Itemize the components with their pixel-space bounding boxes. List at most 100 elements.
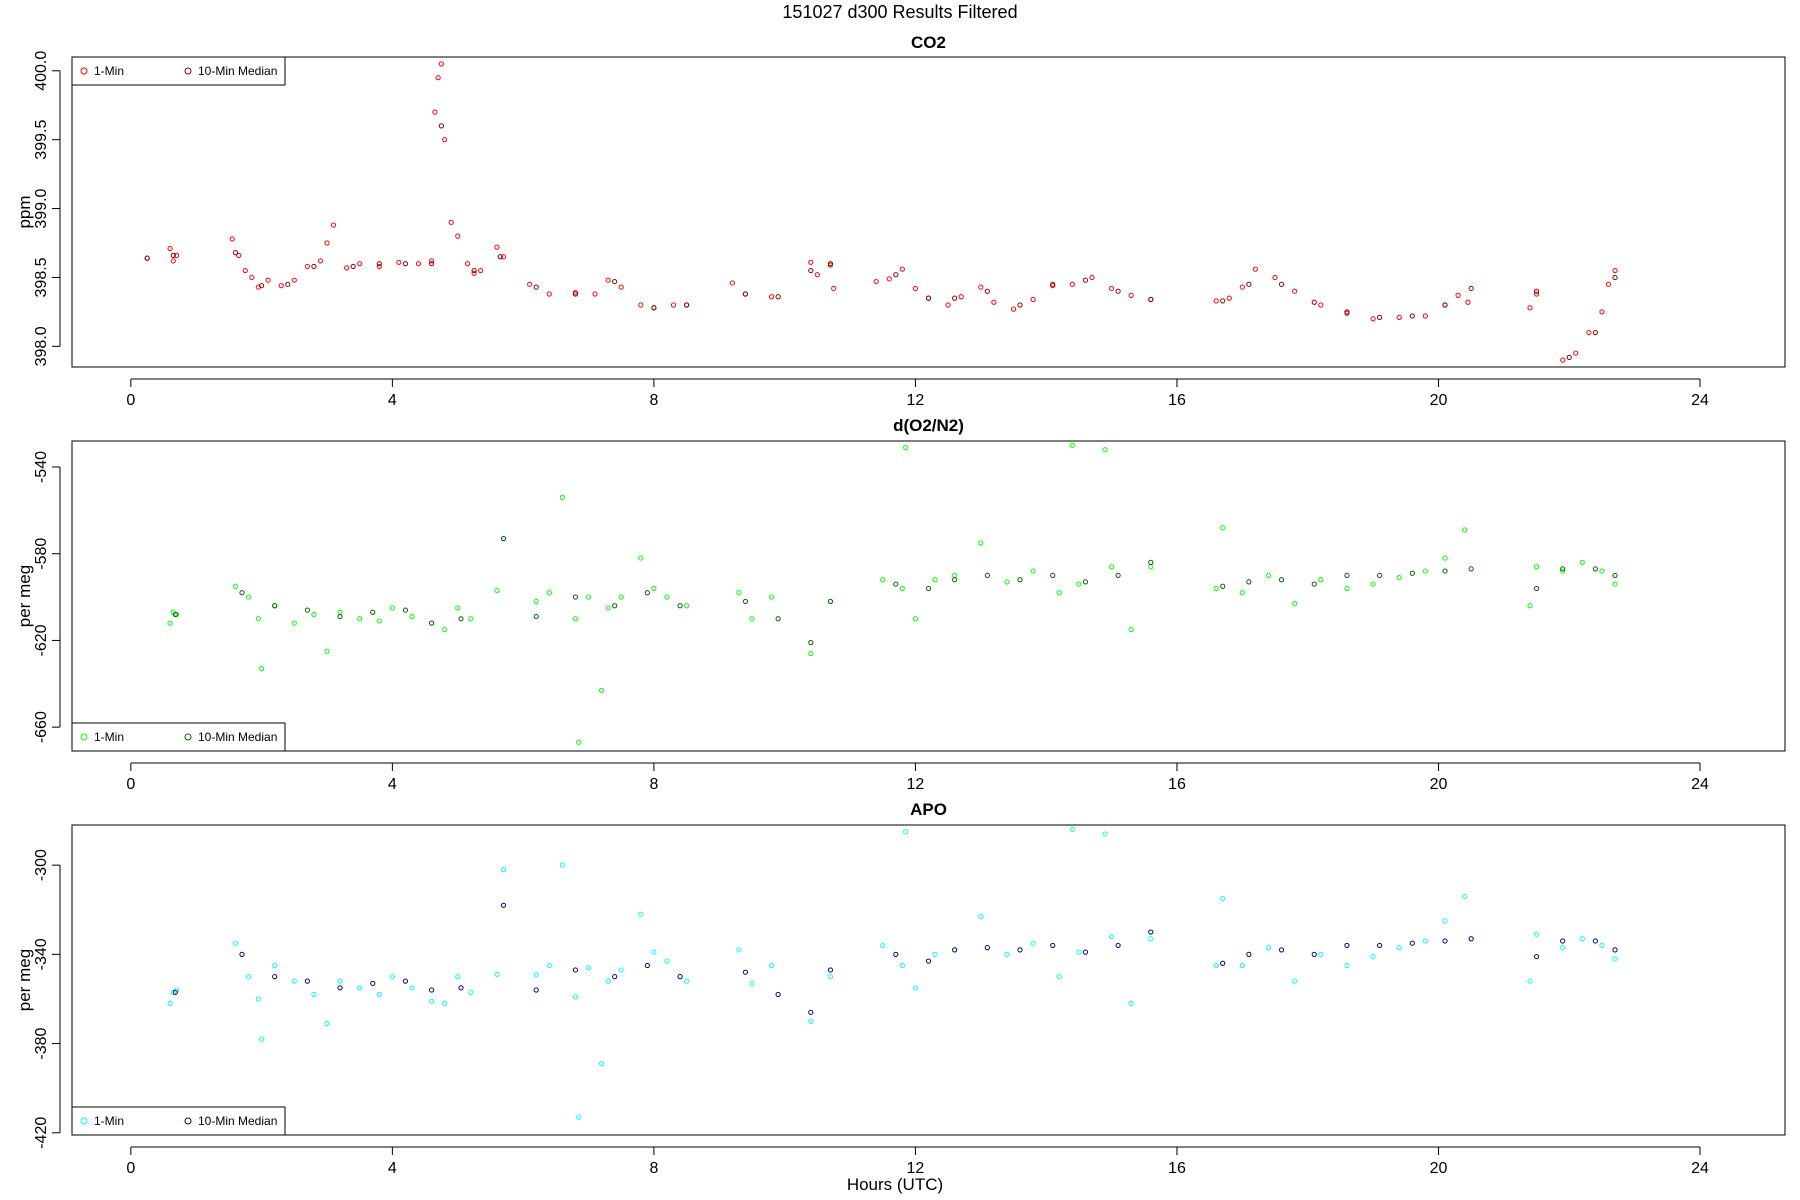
data-point <box>527 281 533 287</box>
data-point <box>958 294 964 300</box>
data-point <box>768 294 775 300</box>
data-point <box>1422 313 1429 319</box>
data-point <box>912 285 919 292</box>
data-point <box>255 616 261 622</box>
data-point <box>1278 947 1285 953</box>
data-point <box>984 572 990 579</box>
data-point <box>1442 938 1448 944</box>
data-point <box>585 965 592 971</box>
data-point <box>442 1000 448 1007</box>
data-point <box>455 974 461 980</box>
data-point <box>546 291 552 297</box>
data-point <box>1468 936 1474 942</box>
data-point <box>357 985 363 991</box>
y-tick-label: -540 <box>33 451 50 483</box>
data-point <box>471 267 477 274</box>
data-point <box>742 291 749 297</box>
data-point <box>768 594 775 600</box>
data-point <box>1527 978 1533 984</box>
data-point <box>458 985 464 991</box>
data-point <box>402 261 409 267</box>
data-point <box>1573 350 1579 356</box>
data-point <box>827 261 834 267</box>
data-point <box>952 947 958 953</box>
data-point <box>1102 831 1108 837</box>
data-point <box>775 294 781 300</box>
data-point <box>814 272 820 278</box>
data-point <box>576 1114 582 1120</box>
data-point <box>991 299 997 305</box>
data-point <box>1076 949 1082 955</box>
data-point <box>618 967 624 973</box>
data-point <box>533 987 539 993</box>
x-tick-label: 0 <box>126 776 135 793</box>
legend-marker <box>80 1117 88 1125</box>
data-point <box>1082 277 1089 283</box>
data-point <box>808 640 814 646</box>
data-point <box>376 618 382 624</box>
data-point <box>749 616 755 622</box>
data-point <box>1370 581 1376 587</box>
data-point <box>533 598 539 605</box>
data-point <box>232 250 239 256</box>
data-point <box>1533 953 1540 960</box>
data-point <box>304 978 310 984</box>
plot-frame <box>71 56 1786 368</box>
data-point <box>1527 603 1533 609</box>
data-point <box>1010 306 1017 312</box>
data-point <box>572 594 579 600</box>
data-point <box>494 244 500 250</box>
data-point <box>170 258 176 264</box>
data-point <box>1278 577 1285 583</box>
y-tick-label: -340 <box>33 938 50 970</box>
x-tick-label: 24 <box>1691 392 1709 409</box>
data-point <box>1089 274 1095 281</box>
x-tick-label: 0 <box>126 392 135 409</box>
data-point <box>546 590 552 596</box>
data-point <box>468 989 474 995</box>
data-point <box>389 605 395 611</box>
data-point <box>651 305 657 311</box>
data-point <box>370 609 376 615</box>
data-point <box>500 535 507 542</box>
data-point <box>236 252 242 258</box>
data-point <box>1082 949 1089 955</box>
data-point <box>232 583 239 589</box>
legend-marker <box>184 1117 192 1125</box>
data-point <box>242 267 248 274</box>
y-axis-label: per meg <box>15 565 34 627</box>
data-point <box>1344 309 1350 315</box>
data-point <box>1442 568 1448 574</box>
data-point <box>1377 942 1383 949</box>
data-point <box>1462 893 1468 899</box>
data-point <box>1004 951 1010 957</box>
y-axis-label: ppm <box>15 195 34 228</box>
data-point <box>1050 942 1056 949</box>
data-point <box>775 616 781 622</box>
data-point <box>1396 574 1402 581</box>
data-point <box>376 263 382 270</box>
co2-panel: CO2 0 4 8 12 16 20 24 398.0 398.5 399.0 399.5 400.0 p… <box>15 33 1786 409</box>
x-tick-label: 24 <box>1691 776 1709 793</box>
data-point <box>1612 956 1618 962</box>
data-point <box>1246 281 1252 287</box>
data-point <box>239 951 245 957</box>
legend-entry: 10-Min Median <box>198 1114 277 1128</box>
data-point <box>291 620 297 626</box>
data-point <box>415 261 422 267</box>
data-point <box>265 277 271 283</box>
data-point <box>291 978 297 984</box>
data-point <box>1396 945 1402 951</box>
data-point <box>1115 942 1121 949</box>
data-point <box>272 603 278 609</box>
x-tick-label: 16 <box>1168 1160 1186 1177</box>
data-point <box>1612 274 1618 281</box>
data-point <box>1409 570 1415 576</box>
data-point <box>1220 298 1226 304</box>
data-point <box>1239 284 1245 290</box>
data-point <box>1592 566 1598 572</box>
data-point <box>899 962 905 969</box>
data-point <box>1030 940 1036 946</box>
data-point <box>1017 947 1023 953</box>
